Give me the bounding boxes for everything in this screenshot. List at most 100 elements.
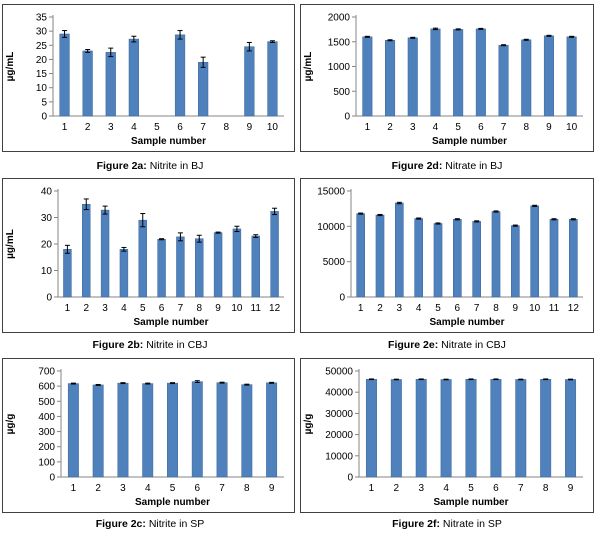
x-tick-label: 2 — [85, 122, 91, 133]
y-tick-label: 15000 — [317, 187, 345, 198]
x-tick-label: 9 — [269, 483, 275, 494]
y-tick-label: 15 — [36, 69, 48, 80]
y-tick-label: 20 — [41, 240, 53, 251]
x-tick-label: 9 — [215, 303, 221, 314]
y-tick-label: 0 — [41, 112, 47, 123]
bar — [67, 383, 79, 478]
x-axis-title: Sample number — [429, 317, 504, 328]
x-tick-label: 11 — [549, 303, 560, 314]
bar — [385, 40, 396, 117]
x-tick-label: 6 — [194, 483, 200, 494]
y-tick-label: 1000 — [328, 62, 351, 73]
x-tick-label: 5 — [170, 483, 176, 494]
x-tick-label: 7 — [200, 122, 206, 133]
bar — [191, 381, 203, 478]
y-tick-label: 10 — [41, 266, 53, 277]
y-tick-label: 500 — [333, 87, 350, 98]
figure-caption-2e: Figure 2e: Nitrate in CBJ — [297, 339, 597, 351]
x-tick-label: 10 — [231, 303, 243, 314]
y-tick-label: 300 — [38, 427, 55, 438]
x-tick-label: 10 — [529, 303, 541, 314]
x-tick-label: 4 — [433, 122, 439, 133]
chart-panel-2d: 0 500 1000 1500 2000 1 2 3 4 5 6 7 8 9 10 Sample number… — [300, 4, 594, 152]
x-tick-label: 6 — [478, 122, 484, 133]
bar — [511, 225, 520, 298]
x-tick-label: 8 — [223, 122, 229, 133]
y-axis-title: µg/mL — [303, 52, 314, 82]
x-axis-title: Sample number — [135, 497, 210, 508]
x-axis-title: Sample number — [432, 136, 507, 147]
bar — [251, 235, 260, 298]
figure-caption-2f: Figure 2f: Nitrate in SP — [297, 518, 597, 530]
bar — [117, 382, 129, 478]
x-tick-label: 5 — [154, 122, 160, 133]
y-tick-label: 20000 — [325, 430, 353, 441]
bar — [174, 34, 186, 117]
x-tick-label: 9 — [247, 122, 253, 133]
x-tick-label: 1 — [365, 122, 371, 133]
bar — [266, 382, 278, 478]
bar — [63, 249, 72, 298]
x-tick-label: 9 — [546, 122, 552, 133]
bar — [465, 379, 477, 478]
y-tick-label: 200 — [38, 442, 55, 453]
x-tick-label: 5 — [468, 483, 474, 494]
x-tick-label: 4 — [131, 122, 137, 133]
x-tick-label: 10 — [566, 122, 578, 133]
bar — [540, 379, 552, 478]
x-tick-label: 8 — [523, 122, 529, 133]
bar — [267, 41, 278, 117]
bar — [157, 238, 166, 298]
figure-caption-2d: Figure 2d: Nitrate in BJ — [297, 160, 597, 172]
bar — [453, 29, 464, 117]
y-tick-label: 30 — [41, 213, 53, 224]
bar — [490, 379, 502, 478]
x-tick-label: 11 — [251, 303, 262, 314]
bar — [549, 219, 559, 298]
y-tick-label: 10000 — [325, 451, 353, 462]
x-tick-label: 5 — [455, 122, 461, 133]
figure-label: Figure 2a: — [96, 160, 147, 172]
bar-chart-nitrite-sp: 0 100 200 300 400 500 600 700 1 2 3 4 5 6 7 8 9 Sample nu… — [5, 367, 284, 508]
figure-title: Nitrite in SP — [148, 518, 205, 530]
figure-title: Nitrite in CBJ — [146, 339, 208, 351]
y-tick-label: 40 — [41, 187, 53, 198]
x-tick-label: 7 — [474, 303, 480, 314]
bar — [270, 211, 279, 298]
bar — [138, 219, 147, 298]
x-axis-title: Sample number — [131, 136, 206, 147]
chart-panel-2e: 0 5000 10000 15000 1 2 3 4 5 6 7 8 9 10 11 12 Sample num… — [300, 178, 594, 333]
figure-caption-2c: Figure 2c: Nitrite in SP — [0, 518, 300, 530]
bar — [440, 379, 452, 478]
x-axis-title: Sample number — [433, 497, 508, 508]
chart-panel-2b: 0 10 20 30 40 1 2 3 4 5 6 7 8 9 10 11 12 Sample number µg/… — [2, 178, 295, 333]
y-tick-label: 35 — [36, 13, 48, 24]
y-tick-label: 5 — [41, 97, 47, 108]
figure-title: Nitrate in BJ — [445, 160, 503, 172]
bar — [491, 211, 501, 298]
x-tick-label: 3 — [410, 122, 416, 133]
figure-title: Nitrate in SP — [442, 518, 502, 530]
y-tick-label: 700 — [38, 367, 55, 378]
figure-label: Figure 2e: — [388, 339, 439, 351]
x-axis-title: Sample number — [133, 317, 208, 328]
bar — [92, 384, 104, 478]
x-tick-label: 3 — [397, 303, 403, 314]
bar — [198, 62, 209, 117]
bar — [356, 213, 365, 298]
x-tick-label: 9 — [513, 303, 519, 314]
figure-label: Figure 2b: — [92, 339, 144, 351]
x-tick-label: 3 — [120, 483, 126, 494]
x-tick-label: 10 — [267, 122, 279, 133]
y-tick-label: 50000 — [325, 367, 353, 378]
y-tick-label: 10 — [36, 83, 48, 94]
bar — [362, 36, 373, 117]
x-tick-label: 2 — [83, 303, 89, 314]
bar-chart-nitrite-bj: 0 5 10 15 20 25 30 35 1 2 3 4 5 6 7 8 9 10 Sample number µg… — [5, 13, 284, 147]
x-tick-label: 6 — [159, 303, 165, 314]
y-tick-label: 500 — [38, 397, 55, 408]
bar — [566, 36, 577, 117]
bar — [375, 214, 385, 298]
